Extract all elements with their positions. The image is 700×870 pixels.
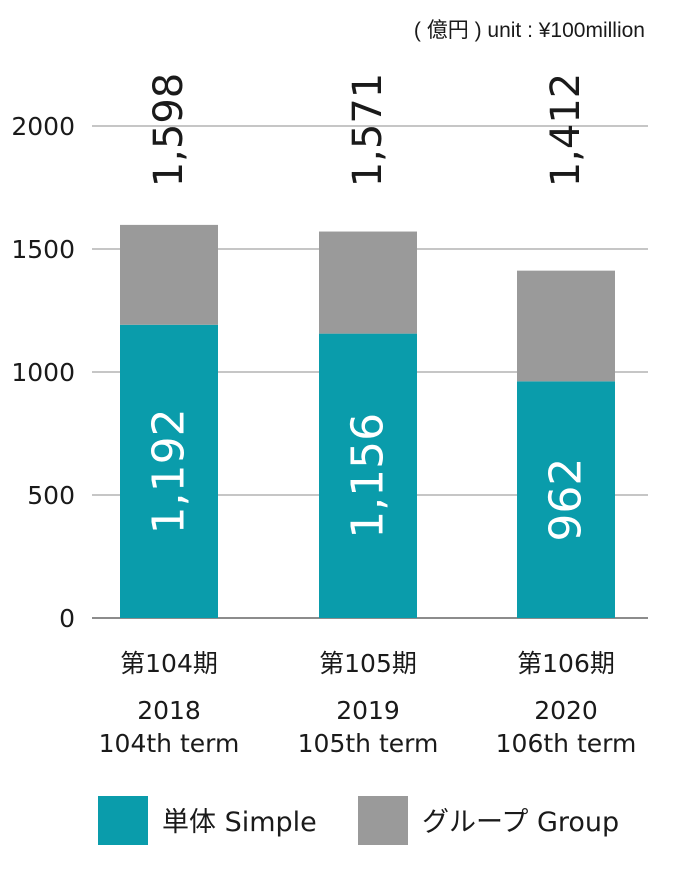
- bar-segment-group: [319, 231, 417, 334]
- legend-swatch-group: [358, 796, 408, 845]
- total-value-label: 1,571: [345, 73, 391, 188]
- unit-note: ( 億円 ) unit : ¥100million: [414, 19, 645, 42]
- category-label-jp: 第104期: [120, 649, 218, 678]
- category-label-jp: 第106期: [517, 649, 615, 678]
- bar-segment-simple: [517, 381, 615, 618]
- simple-value-label: 1,192: [144, 408, 195, 534]
- category-label-term: 104th term: [99, 729, 240, 758]
- category-label-term: 106th term: [496, 729, 637, 758]
- category-label-year: 2020: [534, 696, 598, 725]
- bar-segment-group: [120, 224, 218, 325]
- bar-segment-group: [517, 270, 615, 382]
- bar-segment-simple: [120, 324, 218, 618]
- legend-swatch-simple: [98, 796, 148, 845]
- y-tick-label: 1000: [11, 358, 75, 387]
- bar-segment-simple: [319, 333, 417, 618]
- y-tick-label: 0: [59, 604, 75, 633]
- total-value-label: 1,598: [146, 73, 192, 188]
- simple-value-label: 1,156: [343, 413, 394, 539]
- simple-value-label: 962: [541, 458, 592, 542]
- y-tick-label: 2000: [11, 112, 75, 141]
- y-axis-ticks: 0 500 1000 1500 2000: [11, 112, 75, 633]
- bars: [120, 224, 615, 618]
- x-axis-labels: 第104期 2018 104th term 第105期 2019 105th term 第1…: [99, 649, 637, 758]
- legend-label-simple: 単体 Simple: [162, 807, 317, 838]
- category-label-term: 105th term: [298, 729, 439, 758]
- data-labels: 1,192 1,598 1,156 1,571 962 1,412: [144, 73, 592, 542]
- total-value-label: 1,412: [543, 73, 589, 188]
- category-label-year: 2019: [336, 696, 400, 725]
- category-label-jp: 第105期: [319, 649, 417, 678]
- category-label-year: 2018: [137, 696, 201, 725]
- legend-label-group: グループ Group: [422, 807, 619, 838]
- y-tick-label: 500: [27, 481, 75, 510]
- legend: 単体 Simple グループ Group: [98, 796, 619, 845]
- y-tick-label: 1500: [11, 235, 75, 264]
